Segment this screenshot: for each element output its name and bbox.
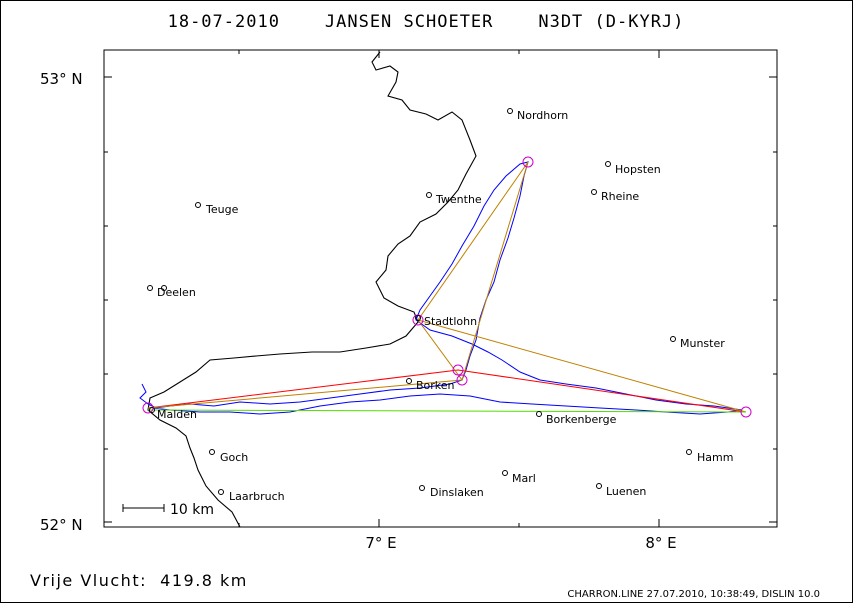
place-marker-goch	[209, 449, 215, 455]
place-marker-rheine	[591, 189, 597, 195]
place-label: Marl	[512, 472, 536, 485]
place-marker-laarbruch	[218, 489, 224, 495]
place-marker-borken	[406, 378, 412, 384]
place-marker-hopsten	[605, 161, 611, 167]
route-red	[147, 369, 747, 413]
axis-ticks	[104, 50, 777, 527]
place-marker-teuge	[195, 202, 201, 208]
place-label: Deelen	[157, 286, 196, 299]
map-title: 18-07-2010 JANSEN SCHOETER N3DT (D-KYRJ)	[168, 12, 685, 32]
lon-label-7: 7° E	[365, 534, 396, 552]
place-label: Munster	[680, 337, 725, 350]
turnpoint-borken-b	[456, 374, 468, 386]
place-label: Borkenberge	[546, 413, 617, 426]
lon-label-8: 8° E	[645, 534, 676, 552]
place-label: Teuge	[205, 203, 239, 216]
place-label: Twenthe	[435, 193, 482, 206]
place-label: Laarbruch	[229, 490, 285, 503]
place-marker-nordhorn	[507, 108, 513, 114]
turnpoint-east	[740, 406, 752, 418]
place-markers	[147, 108, 692, 495]
flight-track	[139, 161, 743, 415]
turnpoint-north	[522, 156, 534, 168]
lat-label-52: 52° N	[40, 516, 83, 534]
place-marker-deelen	[147, 285, 153, 291]
country-border	[147, 51, 477, 528]
distance-label: Vrije Vlucht: 419.8 km	[30, 571, 248, 590]
place-marker-deelen-2	[161, 285, 167, 291]
map-border	[103, 49, 778, 528]
place-label: Hopsten	[615, 163, 661, 176]
place-label: Rheine	[601, 190, 639, 203]
place-marker-luenen	[596, 483, 602, 489]
turnpoint-borken-a	[452, 364, 464, 376]
route-green	[147, 409, 747, 413]
place-label: Hamm	[697, 451, 733, 464]
place-marker-hamm	[686, 449, 692, 455]
place-label: Luenen	[606, 485, 646, 498]
place-label: Dinslaken	[430, 486, 484, 499]
place-marker-munster	[670, 336, 676, 342]
place-marker-stadtlohn	[415, 315, 421, 321]
place-label: Malden	[157, 408, 197, 421]
place-label: Nordhorn	[517, 109, 568, 122]
scale-label: 10 km	[170, 502, 214, 518]
place-label: Stadtlohn	[424, 315, 477, 328]
route-orange-east	[417, 319, 747, 413]
place-marker-borkenberge	[536, 411, 542, 417]
place-marker-malden	[149, 407, 155, 413]
scale-bar: 10 km	[122, 502, 214, 518]
place-marker-twenthe	[426, 192, 432, 198]
place-label: Goch	[220, 451, 248, 464]
place-label: Borken	[416, 379, 455, 392]
footer-credit: CHARRON.LINE 27.07.2010, 10:38:49, DISLI…	[567, 589, 820, 600]
place-labels: Nordhorn Hopsten Rheine Twenthe Teuge De…	[157, 109, 733, 503]
place-marker-dinslaken	[419, 485, 425, 491]
lat-label-53: 53° N	[40, 70, 83, 88]
place-marker-marl	[502, 470, 508, 476]
